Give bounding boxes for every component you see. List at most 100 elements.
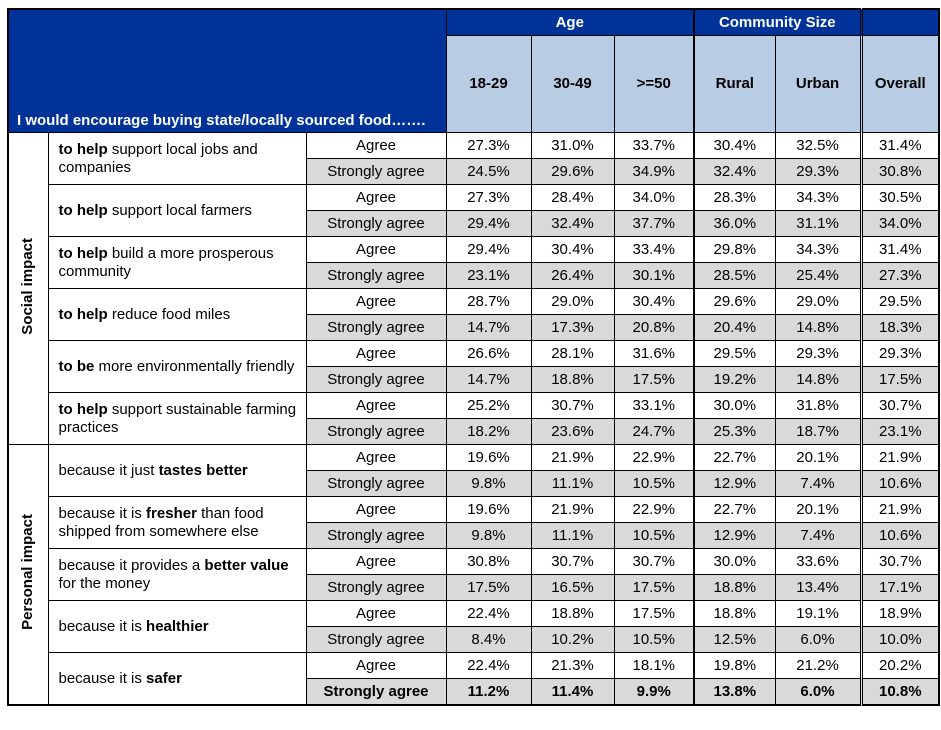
table-body: Social impact to help support local jobs … — [7, 132, 940, 706]
survey-table: I would encourage buying state/locally s… — [7, 8, 941, 706]
value-cell: 21.3% — [530, 652, 615, 679]
value-cell: 23.1% — [445, 262, 532, 289]
value-cell: 17.5% — [859, 366, 940, 393]
value-cell: 18.8% — [693, 600, 776, 627]
value-cell: 22.7% — [693, 496, 776, 523]
item-label: because it is healthier — [47, 600, 307, 653]
value-cell: 20.1% — [774, 496, 863, 523]
table-row: because it is healthier Agree 22.4% 18.8% 17… — [8, 600, 940, 653]
table-row: to be more environmentally friendly Agree… — [8, 340, 940, 393]
column-header: >=50 — [613, 35, 696, 133]
label-segment: build a more prosperous community — [58, 244, 274, 280]
value-cell: 30.4% — [693, 132, 776, 159]
response: Strongly agree — [305, 678, 447, 706]
value-cell: 10.8% — [859, 678, 940, 706]
value-cell: 29.3% — [774, 340, 863, 367]
value-cell: 10.6% — [859, 470, 940, 497]
value-cell: 32.5% — [774, 132, 863, 159]
value-cell: 22.7% — [693, 444, 776, 471]
group-header: Age — [445, 8, 696, 36]
item-label: because it just tastes better — [47, 444, 307, 497]
value-cell: 14.8% — [774, 314, 863, 341]
label-segment: than food shipped from somewhere else — [58, 504, 264, 540]
value-cell: 12.5% — [693, 626, 776, 653]
value-cell: 24.7% — [613, 418, 696, 445]
header-blank — [859, 8, 940, 36]
item-label: to be more environmentally friendly — [47, 340, 307, 393]
item-label: to help build a more prosperous communit… — [47, 236, 307, 289]
response: Strongly agree — [305, 522, 447, 549]
column-header: Rural — [693, 35, 776, 133]
value-cell: 7.4% — [774, 522, 863, 549]
value-cell: 17.5% — [613, 574, 696, 601]
value-cell: 9.9% — [613, 678, 696, 706]
label-segment: because it is — [58, 669, 147, 687]
value-cell: 31.1% — [774, 210, 863, 237]
column-header: Urban — [774, 35, 863, 133]
value-cell: 28.4% — [530, 184, 615, 211]
section-text: Personal impact — [19, 514, 37, 630]
response: Strongly agree — [305, 262, 447, 289]
value-cell: 18.7% — [774, 418, 863, 445]
table-row: because it is safer Agree 22.4% 21.3% 18.1% 1… — [8, 652, 940, 706]
value-cell: 23.6% — [530, 418, 615, 445]
table-row: Strongly agree 9.8% 11.1% 10.5% 12.9% 7.4% 10.… — [8, 470, 940, 497]
header-row: 18-29 30-49 >=50 Rural Urban Overall — [8, 35, 940, 133]
response: Agree — [305, 652, 447, 679]
label-segment: because it is — [58, 617, 147, 635]
label-segment: tastes better — [158, 461, 248, 479]
table-row: to help build a more prosperous communit… — [8, 236, 940, 289]
value-cell: 27.3% — [445, 132, 532, 159]
item-label: to help reduce food miles — [47, 288, 307, 341]
value-cell: 27.3% — [859, 262, 940, 289]
response: Strongly agree — [305, 158, 447, 185]
value-cell: 11.1% — [530, 522, 615, 549]
value-cell: 30.7% — [530, 392, 615, 419]
value-cell: 30.7% — [613, 548, 696, 575]
value-cell: 20.4% — [693, 314, 776, 341]
response: Strongly agree — [305, 314, 447, 341]
value-cell: 12.9% — [693, 470, 776, 497]
header-row: I would encourage buying state/locally s… — [7, 8, 940, 133]
response: Strongly agree — [305, 418, 447, 445]
value-cell: 34.3% — [774, 184, 863, 211]
value-cell: 25.3% — [693, 418, 776, 445]
value-cell: 34.3% — [774, 236, 863, 263]
item-label: because it is fresher than food shipped … — [47, 496, 307, 549]
response: Agree — [305, 184, 447, 211]
label-segment: support local farmers — [107, 201, 252, 219]
value-cell: 29.4% — [445, 210, 532, 237]
column-header: Overall — [859, 35, 940, 133]
label-segment: better value — [204, 556, 289, 574]
value-cell: 28.5% — [693, 262, 776, 289]
value-cell: 29.6% — [530, 158, 615, 185]
table-row: Strongly agree 14.7% 17.3% 20.8% 20.4% 14.8% 1… — [8, 314, 940, 341]
table-row: Social impact to help support local jobs … — [7, 132, 940, 445]
value-cell: 28.1% — [530, 340, 615, 367]
label-segment: because it just — [58, 461, 159, 479]
value-cell: 30.0% — [693, 392, 776, 419]
response: Agree — [305, 496, 447, 523]
response: Agree — [305, 392, 447, 419]
column-header: 18-29 — [445, 35, 532, 133]
section-label: Personal impact — [7, 444, 49, 706]
label-segment: healthier — [146, 617, 209, 635]
value-cell: 11.1% — [530, 470, 615, 497]
value-cell: 30.1% — [613, 262, 696, 289]
value-cell: 16.5% — [530, 574, 615, 601]
value-cell: 10.2% — [530, 626, 615, 653]
value-cell: 29.3% — [859, 340, 940, 367]
value-cell: 13.4% — [774, 574, 863, 601]
value-cell: 30.4% — [530, 236, 615, 263]
response: Agree — [305, 236, 447, 263]
value-cell: 29.8% — [693, 236, 776, 263]
value-cell: 14.7% — [445, 314, 532, 341]
value-cell: 31.6% — [613, 340, 696, 367]
label-segment: because it is — [58, 504, 147, 522]
value-cell: 22.9% — [613, 444, 696, 471]
label-segment: because it provides a — [58, 556, 205, 574]
label-segment: support sustainable farming practices — [58, 400, 297, 436]
label-segment: more environmentally friendly — [94, 357, 295, 375]
response: Agree — [305, 340, 447, 367]
